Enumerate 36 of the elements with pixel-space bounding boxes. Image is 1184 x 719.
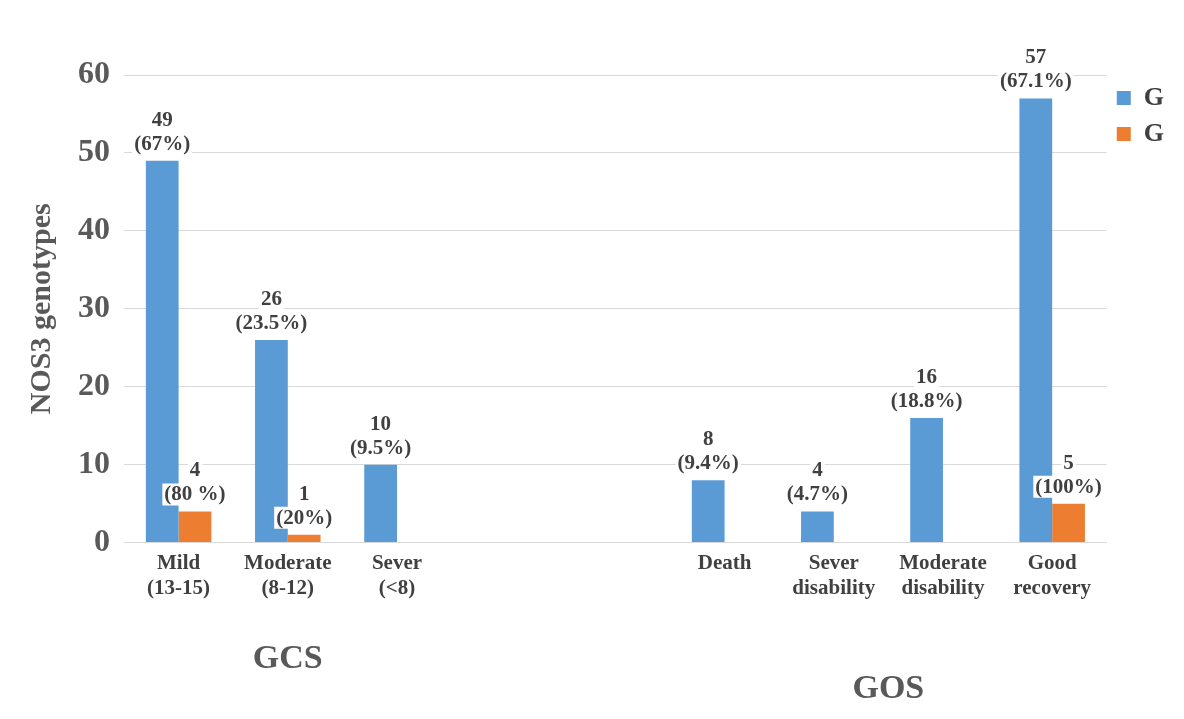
- y-tick-label: 30: [78, 288, 110, 325]
- data-label: 1 (20%): [276, 480, 333, 529]
- y-tick-label: 40: [78, 210, 110, 247]
- y-tick-label: 0: [94, 521, 110, 558]
- x-tick-label: Death: [697, 549, 752, 574]
- legend-label: G: [1143, 117, 1165, 147]
- data-label: 4 (4.7%): [786, 457, 849, 506]
- y-tick-label: 20: [78, 366, 110, 402]
- y-tick-label: 10: [78, 443, 110, 480]
- x-tick-label: Sever (<8): [371, 549, 423, 599]
- bar: [178, 511, 212, 543]
- data-label: 4 (80 %): [164, 457, 226, 506]
- data-label: 16 (18.8%): [890, 363, 963, 412]
- data-label: 10 (9.5%): [349, 410, 412, 459]
- bar: [364, 464, 397, 543]
- data-label: 5 (100%): [1035, 449, 1102, 498]
- bar: [801, 511, 834, 543]
- bar: [691, 480, 725, 543]
- legend-label: G: [1143, 81, 1165, 111]
- y-tick-label: 50: [78, 132, 110, 169]
- x-tick-label: Mild (13-15): [147, 549, 211, 599]
- data-label: 8 (9.4%): [677, 426, 739, 475]
- x-tick-label: Sever disability: [792, 549, 876, 599]
- y-tick-label: 60: [78, 54, 110, 91]
- x-tick-label: Moderate disability: [899, 549, 987, 599]
- data-label: 26 (23.5%): [235, 285, 308, 334]
- text: GOS: [852, 667, 925, 705]
- x-tick-label: Good recovery: [1013, 549, 1092, 599]
- y-axis-title: NOS3 genotypes: [22, 203, 56, 415]
- bar: [910, 417, 943, 543]
- text: GCS: [252, 637, 323, 675]
- data-label: 49 (67%): [134, 106, 191, 155]
- x-tick-label: Moderate (8-12): [244, 549, 332, 599]
- bar: [1052, 503, 1085, 543]
- bar: [287, 534, 321, 543]
- data-label: 57 (67.1%): [999, 44, 1072, 93]
